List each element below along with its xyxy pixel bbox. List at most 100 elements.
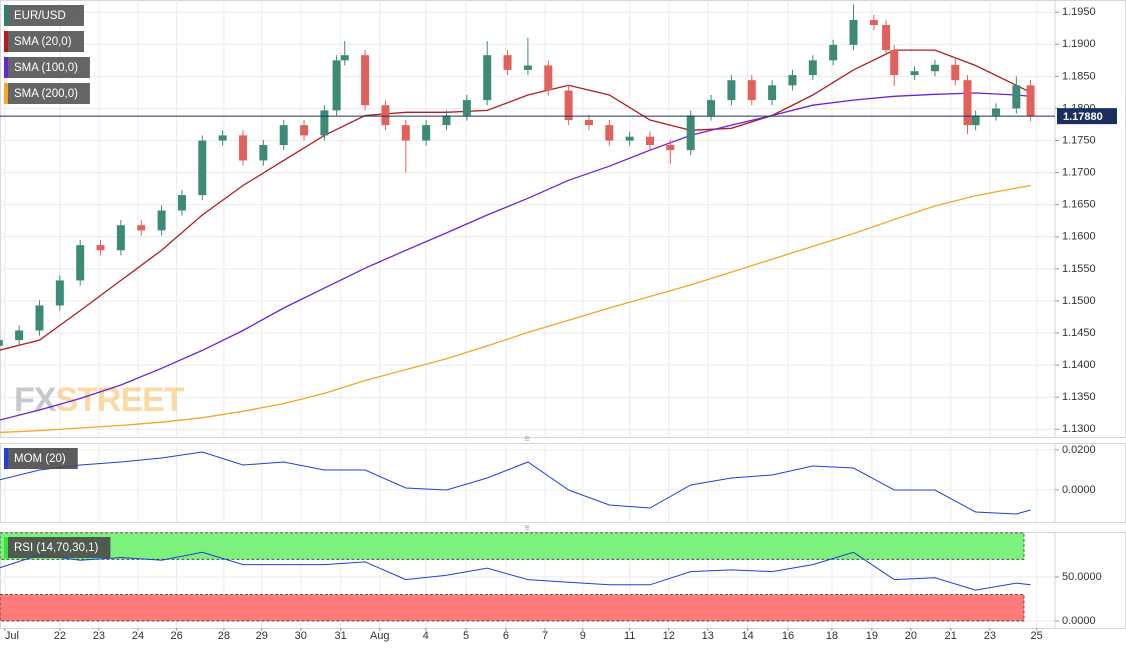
last-price-label: 1.17880 (1063, 111, 1103, 123)
y-tick-label: 1.1450 (1062, 327, 1096, 339)
x-tick-label: 16 (782, 630, 794, 642)
y-tick-label: 1.1400 (1062, 359, 1096, 371)
candle-body (76, 245, 85, 281)
legend-box[interactable] (4, 448, 78, 469)
candle-body (483, 55, 492, 101)
y-tick-label: 1.1600 (1062, 231, 1096, 243)
candle-body (910, 71, 919, 76)
candle-body (279, 125, 288, 146)
candle-body (930, 64, 939, 72)
candle-body (238, 135, 247, 161)
legend-swatch (4, 448, 8, 469)
x-tick-label: 7 (542, 630, 548, 642)
x-tick-label: 30 (295, 630, 307, 642)
legend-box[interactable] (4, 57, 90, 78)
legend-box[interactable] (4, 31, 84, 52)
candle-body (442, 115, 451, 126)
y-tick-label: 1.1900 (1062, 38, 1096, 50)
legend-box[interactable] (4, 5, 84, 26)
candle-body (1012, 85, 1021, 109)
candle-body (584, 119, 593, 126)
x-tick-label: 25 (1031, 630, 1043, 642)
candle-body (0, 340, 3, 346)
y-tick-label: 0.0000 (1062, 484, 1096, 496)
pane-handle[interactable]: ≡ (524, 522, 529, 532)
x-tick-label: 20 (905, 630, 917, 642)
legend-box[interactable] (4, 537, 111, 558)
y-tick-label: 1.1350 (1062, 391, 1096, 403)
y-tick-label: 1.1500 (1062, 295, 1096, 307)
candle-body (1026, 85, 1035, 117)
candle-body (15, 330, 24, 341)
candle-body (96, 245, 105, 251)
legend-label: SMA (20,0) (14, 36, 72, 48)
candle-body (198, 140, 207, 196)
candle-body (503, 55, 512, 70)
legend-swatch (4, 537, 8, 558)
candle-body (971, 115, 980, 126)
x-tick-label: 9 (580, 630, 586, 642)
x-tick-label: 13 (702, 630, 714, 642)
candle-body (177, 195, 186, 211)
x-tick-label: Aug (370, 630, 390, 642)
candle-body (727, 80, 736, 101)
x-tick-label: 31 (335, 630, 347, 642)
x-tick-label: 23 (93, 630, 105, 642)
x-tick-label: 5 (463, 630, 469, 642)
x-tick-label: 14 (742, 630, 754, 642)
y-tick-label: 1.1300 (1062, 423, 1096, 435)
candle-body (361, 55, 370, 106)
legend-swatch (4, 57, 8, 78)
candle-body (55, 280, 64, 306)
candle-body (422, 125, 431, 141)
pane-handle[interactable]: ≡ (524, 433, 529, 443)
legend-box[interactable] (4, 83, 90, 104)
candle-body (605, 125, 614, 141)
legend-label: EUR/USD (14, 10, 66, 22)
candle-body (523, 65, 532, 70)
legend-swatch (4, 31, 8, 52)
candle-body (951, 64, 960, 81)
x-tick-label: Jul (5, 630, 19, 642)
y-tick-label: 1.1700 (1062, 167, 1096, 179)
y-tick-label: 1.1650 (1062, 199, 1096, 211)
candle-body (340, 55, 349, 61)
last-price-box (1057, 108, 1117, 125)
candle-body (381, 105, 390, 126)
x-tick-label: 23 (984, 630, 996, 642)
candle-body (686, 115, 695, 151)
candle-body (808, 60, 817, 76)
candle-body (320, 110, 329, 136)
legend-swatch (4, 5, 8, 26)
legend-label: SMA (200,0) (14, 88, 78, 100)
candle-body (401, 125, 410, 141)
candle-body (707, 100, 716, 116)
y-tick-label: 0.0000 (1062, 615, 1096, 627)
candle-body (666, 145, 675, 151)
x-tick-label: 4 (423, 630, 429, 642)
labels-layer: 1.1300 1.1350 1.1400 1.1450 1.1500 1.1550 1.16… (4, 5, 1117, 642)
indicator-line (0, 451, 1031, 515)
x-tick-label: 28 (218, 630, 230, 642)
indicator-line (0, 92, 1031, 421)
candle-body (259, 145, 268, 161)
candle-body (849, 19, 858, 45)
candle-body (768, 85, 777, 101)
watermark: FX (14, 381, 57, 419)
rsi-band (0, 532, 1025, 560)
candle-body (991, 108, 1000, 116)
candle-body (625, 136, 634, 141)
x-tick-label: 21 (945, 630, 957, 642)
candle-body (116, 225, 125, 251)
x-tick-label: 26 (171, 630, 183, 642)
x-tick-label: 12 (663, 630, 675, 642)
y-tick-label: 50.0000 (1062, 571, 1102, 583)
indicator-line (0, 184, 1031, 434)
candle-body (882, 25, 891, 51)
candle-body (869, 19, 878, 26)
marks-layer (0, 4, 1055, 591)
candle-body (332, 60, 341, 111)
y-tick-label: 1.1750 (1062, 134, 1096, 146)
rsi-band (0, 594, 1025, 622)
